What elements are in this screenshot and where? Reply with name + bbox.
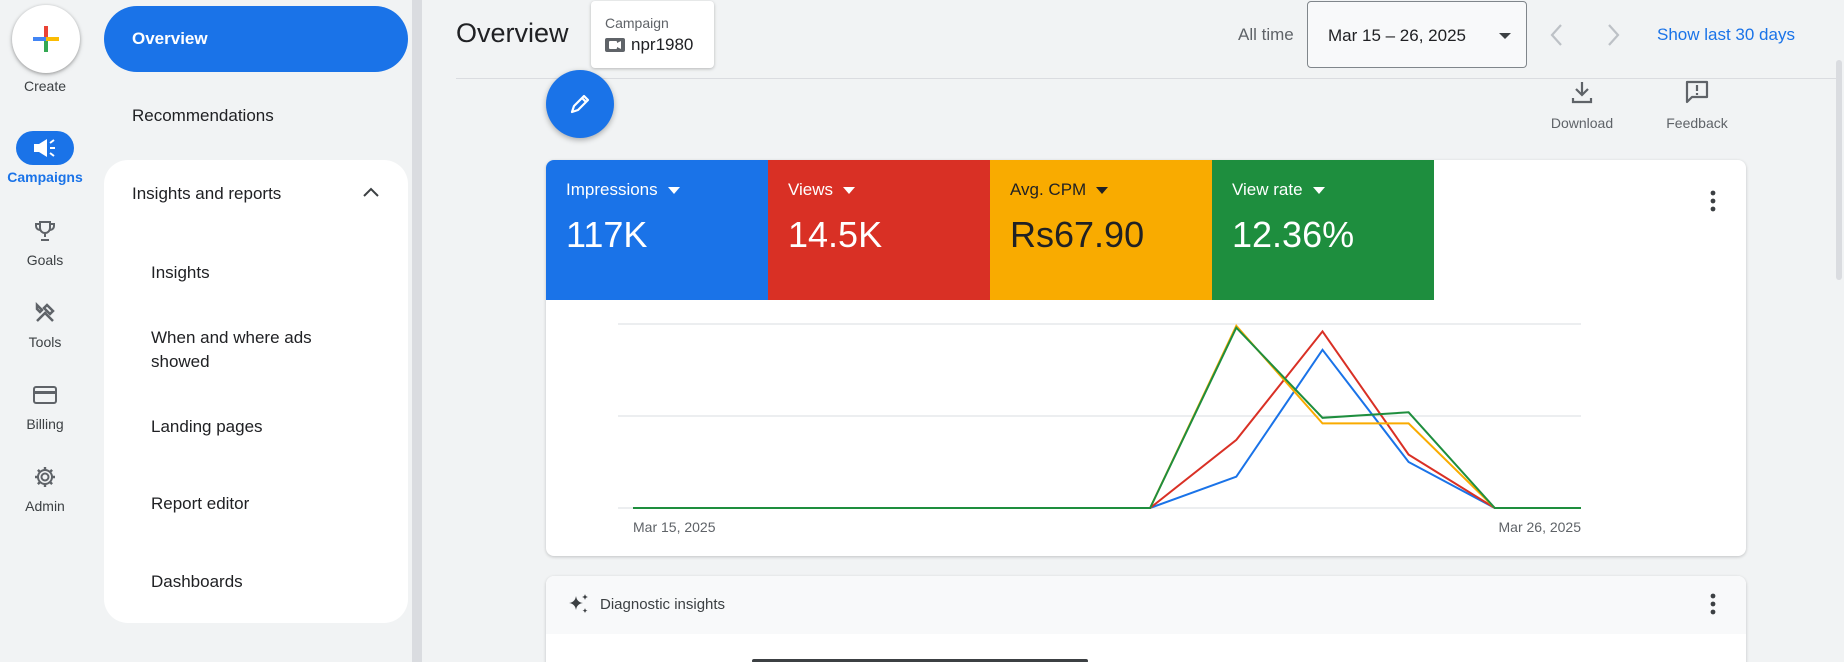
rail-label-tools: Tools [28, 334, 62, 350]
x-tick-label: Mar 15, 2025 [633, 519, 716, 535]
metric-impressions[interactable]: Impressions 117K [546, 160, 768, 300]
metric-view-rate-header: View rate [1232, 180, 1434, 200]
metric-impressions-name: Impressions [566, 180, 658, 199]
dropdown-arrow-icon [667, 186, 680, 194]
nav-item-landing-pages[interactable]: Landing pages [151, 417, 263, 436]
series-line-views[interactable] [633, 329, 1581, 509]
nav-item-report-editor[interactable]: Report editor [151, 494, 250, 513]
popup-edge [752, 659, 1088, 662]
series-line-avg-cpm[interactable] [633, 324, 1581, 509]
dropdown-arrow-icon [1096, 186, 1109, 194]
rail-item-campaigns[interactable]: Campaigns [0, 131, 90, 185]
line-chart: Mar 15, 2025 Mar 26, 2025 [618, 323, 1582, 535]
rail-item-billing[interactable]: Billing [0, 378, 90, 432]
chevron-left-icon[interactable] [1548, 22, 1564, 48]
download-label: Download [1550, 115, 1614, 131]
rail-item-admin[interactable]: Admin [0, 460, 90, 514]
metric-view-rate[interactable]: View rate 12.36% [1212, 160, 1434, 300]
main-content: Overview Campaign npr1980 All time Mar 1… [422, 0, 1844, 662]
page-title: Overview [456, 18, 569, 48]
metric-views-name: Views [788, 180, 834, 199]
nav-section-title[interactable]: Insights and reports [132, 184, 282, 203]
nav-item-overview[interactable]: Overview [104, 6, 408, 72]
feedback-button[interactable]: Feedback [1652, 80, 1742, 131]
left-rail: Create Campaigns Goals [0, 0, 90, 662]
metric-avg-cpm-header: Avg. CPM [1010, 180, 1212, 200]
dropdown-arrow-icon [1312, 186, 1325, 194]
nav-section-insights: Insights and reports Insights When and w… [104, 160, 408, 623]
campaign-label: Campaign [605, 15, 669, 31]
nav-item-recommendations[interactable]: Recommendations [132, 106, 274, 125]
rail-label-admin: Admin [25, 498, 65, 514]
edit-button[interactable] [546, 70, 614, 138]
diagnostic-insights-header[interactable]: Diagnostic insights [546, 576, 1746, 634]
metric-avg-cpm-name: Avg. CPM [1010, 180, 1087, 199]
rail-label-billing: Billing [26, 416, 64, 432]
page-scrollbar-thumb[interactable] [1836, 60, 1842, 280]
metric-view-rate-name: View rate [1232, 180, 1303, 199]
performance-chart-card: Impressions 117K Views 14.5K Avg. CPM Rs… [546, 160, 1746, 556]
campaign-value-row: npr1980 [605, 35, 693, 55]
rail-item-goals[interactable]: Goals [0, 214, 90, 268]
nav-item-insights[interactable]: Insights [151, 263, 210, 282]
nav-scrollbar[interactable] [412, 0, 422, 662]
metric-avg-cpm-value: Rs67.90 [1010, 214, 1145, 255]
gear-icon [16, 460, 74, 494]
campaign-value: npr1980 [631, 35, 694, 54]
download-icon [1571, 82, 1593, 104]
trophy-icon [16, 214, 74, 248]
diagnostic-insights-title: Diagnostic insights [600, 596, 726, 613]
series-line-impressions[interactable] [633, 348, 1581, 509]
metric-view-rate-value: 12.36% [1232, 214, 1355, 255]
rail-label-goals: Goals [26, 252, 64, 268]
diagnostic-insights-card: Diagnostic insights [546, 576, 1746, 662]
metric-views-header: Views [788, 180, 990, 200]
pencil-icon [570, 94, 590, 114]
more-vert-icon[interactable] [1710, 190, 1716, 212]
dropdown-arrow-icon [843, 186, 856, 194]
nav-panel: Overview Recommendations Insights and re… [90, 0, 410, 662]
video-campaign-icon [605, 38, 625, 52]
create-label: Create [23, 78, 67, 94]
download-button[interactable]: Download [1537, 80, 1627, 131]
megaphone-icon [16, 131, 74, 165]
rail-label-campaigns: Campaigns [7, 169, 83, 185]
tools-icon [16, 296, 74, 330]
metric-views[interactable]: Views 14.5K [768, 160, 990, 300]
campaign-chip[interactable]: Campaign npr1980 [591, 1, 714, 68]
nav-item-when-where[interactable]: When and where ads showed [151, 328, 312, 371]
metric-views-value: 14.5K [788, 214, 883, 255]
date-range-value: Mar 15 – 26, 2025 [1328, 26, 1466, 45]
metric-impressions-header: Impressions [566, 180, 768, 200]
chevron-right-icon[interactable] [1606, 22, 1622, 48]
metric-avg-cpm[interactable]: Avg. CPM Rs67.90 [990, 160, 1212, 300]
chevron-up-icon[interactable] [362, 186, 380, 198]
feedback-label: Feedback [1666, 115, 1728, 131]
feedback-icon [1685, 80, 1709, 104]
nav-item-dashboards[interactable]: Dashboards [151, 572, 243, 591]
page-scrollbar[interactable] [1834, 0, 1844, 662]
all-time-label: All time [1238, 25, 1294, 44]
sparkle-icon [569, 594, 588, 614]
header-divider [456, 78, 1836, 79]
credit-card-icon [16, 378, 74, 412]
metric-impressions-value: 117K [566, 214, 648, 255]
plus-icon [33, 26, 59, 52]
x-tick-label: Mar 26, 2025 [1499, 519, 1582, 535]
series-line-view-rate[interactable] [633, 325, 1581, 509]
create-button[interactable] [12, 5, 80, 73]
rail-item-tools[interactable]: Tools [0, 296, 90, 350]
more-vert-icon[interactable] [1710, 593, 1716, 615]
date-range-select[interactable]: Mar 15 – 26, 2025 [1307, 1, 1527, 68]
dropdown-arrow-icon [1499, 33, 1511, 39]
show-last-30-days-link[interactable]: Show last 30 days [1657, 25, 1795, 44]
